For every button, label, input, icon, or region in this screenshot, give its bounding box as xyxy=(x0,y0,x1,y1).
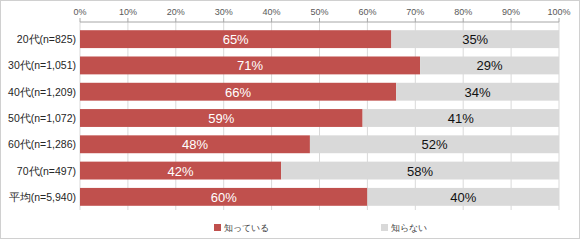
chart: 0%10%20%30%40%50%60%70%80%90%100%65%71%6… xyxy=(0,0,580,239)
category-label: 平均(n=5,940) xyxy=(9,191,76,203)
tick-label: 50% xyxy=(310,7,328,17)
data-label: 58% xyxy=(407,164,433,179)
tick-label: 10% xyxy=(119,7,137,17)
data-label: 59% xyxy=(208,111,234,126)
category-label: 30代(n=1,051) xyxy=(8,59,76,71)
tick-mark xyxy=(271,18,272,22)
data-label: 48% xyxy=(182,137,208,152)
bar-segment xyxy=(391,30,559,48)
legend-swatch xyxy=(214,224,221,231)
tick-mark xyxy=(463,18,464,22)
tick-label: 40% xyxy=(263,7,281,17)
tick-mark xyxy=(559,18,560,22)
bar-segment xyxy=(363,109,559,127)
grid xyxy=(80,18,559,210)
data-label: 34% xyxy=(465,85,491,100)
tick-label: 70% xyxy=(406,7,424,17)
bar-segment xyxy=(80,30,391,48)
data-labels: 65% 71% 66% 59%48% 42% 60% 35% 29% 34% 41%52% 58% 4… xyxy=(168,32,503,205)
tick-mark xyxy=(175,18,176,22)
data-label: 65% xyxy=(223,32,249,47)
tick-label: 100% xyxy=(547,7,570,17)
category-label: 50代(n=1,072) xyxy=(8,112,76,124)
data-label: 66% xyxy=(225,85,251,100)
tick-mark xyxy=(367,18,368,22)
bar-segment xyxy=(420,56,559,74)
bar-segment xyxy=(80,135,310,153)
bar-segment xyxy=(80,56,420,74)
bar-segment xyxy=(281,162,559,180)
x-axis xyxy=(80,22,559,23)
tick-mark xyxy=(127,18,128,22)
bar-segment xyxy=(80,162,281,180)
tick-label: 90% xyxy=(502,7,520,17)
bar-segment xyxy=(310,135,559,153)
data-label: 42% xyxy=(168,164,194,179)
bar-segment xyxy=(80,109,363,127)
data-label: 29% xyxy=(477,58,503,73)
chart-frame xyxy=(1,1,580,239)
data-label: 35% xyxy=(462,32,488,47)
category-label: 40代(n=1,209) xyxy=(8,86,76,98)
legend-label: 知らない xyxy=(391,223,427,233)
category-label: 60代(n=1,286) xyxy=(8,138,76,150)
data-label: 71% xyxy=(237,58,263,73)
bar-segment xyxy=(396,83,559,101)
tick-mark xyxy=(223,18,224,22)
category-label: 70代(n=497) xyxy=(17,165,76,177)
legend: 知っている 知らない xyxy=(214,223,427,233)
tick-mark xyxy=(415,18,416,22)
data-label: 60% xyxy=(211,190,237,205)
bar-segment xyxy=(80,83,396,101)
legend-swatch xyxy=(381,224,388,231)
tick-label: 0% xyxy=(73,7,86,17)
tick-mark xyxy=(80,18,81,22)
data-label: 41% xyxy=(448,111,474,126)
tick-label: 80% xyxy=(454,7,472,17)
bar-segment xyxy=(367,188,559,206)
tick-label: 60% xyxy=(358,7,376,17)
bar-segment xyxy=(80,188,367,206)
tick-label: 20% xyxy=(167,7,185,17)
tick-label: 30% xyxy=(215,7,233,17)
category-label: 20代(n=825) xyxy=(17,33,76,45)
bars xyxy=(80,30,559,206)
data-label: 52% xyxy=(421,137,447,152)
tick-mark xyxy=(511,18,512,22)
data-label: 40% xyxy=(450,190,476,205)
legend-label: 知っている xyxy=(224,223,269,233)
tick-mark xyxy=(319,18,320,22)
